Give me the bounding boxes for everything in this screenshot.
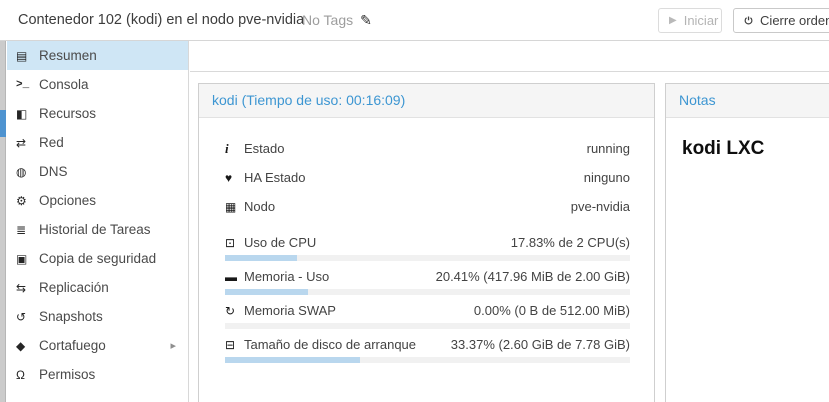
play-icon: ▶ bbox=[669, 15, 677, 26]
notes-panel-title: Notas bbox=[666, 84, 829, 118]
tags-label: No Tags bbox=[302, 12, 354, 28]
tags-control[interactable]: No Tags ✎ bbox=[302, 12, 372, 29]
sidebar-item-resumen[interactable]: ▤ Resumen bbox=[7, 41, 188, 70]
sidebar-item-opciones[interactable]: ⚙ Opciones bbox=[7, 186, 188, 215]
usage-meter: ⊟ Tamaño de disco de arranque 33.37% (2.60… bbox=[225, 336, 630, 363]
disk-icon: ⊟ bbox=[225, 337, 236, 352]
start-button-label: Iniciar bbox=[683, 13, 719, 28]
cube-icon: ◧ bbox=[16, 106, 28, 121]
progress-bar bbox=[225, 255, 630, 261]
shield-icon: ◆ bbox=[16, 338, 26, 353]
gear-icon: ⚙ bbox=[16, 193, 27, 208]
sidebar-item-permisos[interactable]: Ω Permisos bbox=[7, 360, 188, 389]
progress-bar-fill bbox=[225, 289, 308, 295]
sidebar-item-label: Red bbox=[39, 135, 64, 150]
globe-icon: ◍ bbox=[16, 164, 27, 179]
sidebar-item-label: Opciones bbox=[39, 193, 97, 208]
shutdown-button-label: Cierre ordenado bbox=[760, 13, 829, 28]
summary-toolbar bbox=[190, 41, 829, 72]
progress-bar-fill bbox=[225, 357, 361, 363]
sidebar-item-label: Recursos bbox=[39, 106, 97, 121]
terminal-icon: >_ bbox=[16, 78, 30, 91]
sidebar-item-cortafuego[interactable]: ◆ Cortafuego ▸ bbox=[7, 331, 188, 360]
cpu-icon: ⊡ bbox=[225, 235, 236, 250]
status-row-value: ninguno bbox=[583, 170, 630, 185]
sidebar-item-label: DNS bbox=[39, 164, 68, 179]
power-icon bbox=[744, 16, 753, 25]
usage-meter: ▬ Memoria - Uso 20.41% (417.96 MiB de 2.00… bbox=[225, 268, 630, 295]
sidebar-item-label: Historial de Tareas bbox=[39, 222, 151, 237]
usage-meter-label: Memoria - Uso bbox=[244, 269, 330, 284]
guest-status-panel: kodi (Tiempo de uso: 00:16:09) i Estado ru… bbox=[198, 83, 655, 402]
shutdown-button[interactable]: Cierre ordenado bbox=[733, 8, 829, 33]
status-row-label: HA Estado bbox=[244, 170, 306, 185]
status-row-label: Nodo bbox=[244, 199, 276, 214]
usage-meter-value: 17.83% de 2 CPU(s) bbox=[510, 235, 630, 250]
swap-icon: ↻ bbox=[225, 303, 236, 318]
start-button[interactable]: ▶ Iniciar bbox=[658, 8, 722, 33]
memory-icon: ▬ bbox=[225, 269, 237, 284]
sidebar-item-red[interactable]: ⇄ Red bbox=[7, 128, 188, 157]
sidebar-item-copia-de-seguridad[interactable]: ▣ Copia de seguridad bbox=[7, 244, 188, 273]
sidebar-item-label: Snapshots bbox=[39, 309, 103, 324]
status-rows: i Estado running ♥ HA Estado ninguno ▦ Nodo pve-… bbox=[225, 134, 630, 221]
sidebar-item-label: Permisos bbox=[39, 367, 96, 382]
edit-tags-pencil-icon[interactable]: ✎ bbox=[360, 12, 372, 28]
sidebar-item-label: Replicación bbox=[39, 280, 109, 295]
sidebar-item-historial-de-tareas[interactable]: ≣ Historial de Tareas bbox=[7, 215, 188, 244]
progress-bar bbox=[225, 357, 630, 363]
sidebar-item-consola[interactable]: >_ Consola bbox=[7, 70, 188, 99]
chevron-right-icon: ▸ bbox=[170, 340, 176, 352]
notes-panel[interactable]: Notas kodi LXC bbox=[665, 83, 829, 402]
usage-meter-label: Uso de CPU bbox=[244, 235, 317, 250]
usage-meter: ⊡ Uso de CPU 17.83% de 2 CPU(s) bbox=[225, 234, 630, 261]
sidebar-item-label: Cortafuego bbox=[39, 338, 106, 353]
sidebar-menu: ▤ Resumen >_ Consola ◧ Recursos ⇄ Red ◍ DNS ⚙ Opcio… bbox=[7, 41, 189, 402]
replication-icon: ⇆ bbox=[16, 280, 27, 295]
page-title: Contenedor 102 (kodi) en el nodo pve-nvi… bbox=[18, 12, 305, 28]
sidebar-item-label: Resumen bbox=[39, 48, 97, 63]
sidebar-item-replicacion[interactable]: ⇆ Replicación bbox=[7, 273, 188, 302]
floppy-icon: ▣ bbox=[16, 251, 28, 266]
sidebar-item-label: Copia de seguridad bbox=[39, 251, 157, 266]
progress-bar bbox=[225, 323, 630, 329]
status-row: i Estado running bbox=[225, 134, 630, 163]
progress-bar bbox=[225, 289, 630, 295]
sidebar-item-dns[interactable]: ◍ DNS bbox=[7, 157, 188, 186]
top-header-bar: Contenedor 102 (kodi) en el nodo pve-nvi… bbox=[0, 0, 829, 41]
usage-meters: ⊡ Uso de CPU 17.83% de 2 CPU(s) ▬ Memoria - … bbox=[225, 234, 630, 363]
usage-meter-value: 20.41% (417.96 MiB de 2.00 GiB) bbox=[435, 269, 630, 284]
network-icon: ⇄ bbox=[16, 135, 27, 150]
usage-meter-value: 33.37% (2.60 GiB de 7.78 GiB) bbox=[450, 337, 630, 352]
info-icon: i bbox=[225, 140, 229, 156]
usage-meter-label: Memoria SWAP bbox=[244, 303, 336, 318]
notes-content: kodi LXC bbox=[682, 138, 765, 159]
resource-tree-edge bbox=[0, 12, 6, 402]
heartbeat-icon: ♥ bbox=[225, 170, 233, 185]
sidebar-item-snapshots[interactable]: ↺ Snapshots bbox=[7, 302, 188, 331]
task-list-icon: ≣ bbox=[16, 222, 27, 237]
unlock-icon: Ω bbox=[16, 367, 25, 382]
progress-bar-fill bbox=[225, 255, 298, 261]
sidebar-item-label: Consola bbox=[39, 77, 89, 92]
usage-meter-line: ⊡ Uso de CPU 17.83% de 2 CPU(s) bbox=[225, 234, 630, 251]
usage-meter-line: ▬ Memoria - Uso 20.41% (417.96 MiB de 2.00… bbox=[225, 268, 630, 285]
status-row-value: pve-nvidia bbox=[570, 199, 630, 214]
status-row: ♥ HA Estado ninguno bbox=[225, 163, 630, 192]
usage-meter-value: 0.00% (0 B de 512.00 MiB) bbox=[473, 303, 630, 318]
sidebar-item-recursos[interactable]: ◧ Recursos bbox=[7, 99, 188, 128]
history-icon: ↺ bbox=[16, 309, 27, 324]
status-row-label: Estado bbox=[244, 141, 285, 156]
guest-status-panel-title: kodi (Tiempo de uso: 00:16:09) bbox=[199, 84, 654, 118]
status-row-value: running bbox=[586, 141, 630, 156]
node-icon: ▦ bbox=[225, 199, 237, 214]
usage-meter-line: ↻ Memoria SWAP 0.00% (0 B de 512.00 MiB) bbox=[225, 302, 630, 319]
book-icon: ▤ bbox=[16, 48, 28, 63]
resource-tree-scrollbar-thumb[interactable] bbox=[0, 110, 6, 137]
usage-meter: ↻ Memoria SWAP 0.00% (0 B de 512.00 MiB) bbox=[225, 302, 630, 329]
status-row: ▦ Nodo pve-nvidia bbox=[225, 192, 630, 221]
usage-meter-line: ⊟ Tamaño de disco de arranque 33.37% (2.60… bbox=[225, 336, 630, 353]
usage-meter-label: Tamaño de disco de arranque bbox=[244, 337, 417, 352]
